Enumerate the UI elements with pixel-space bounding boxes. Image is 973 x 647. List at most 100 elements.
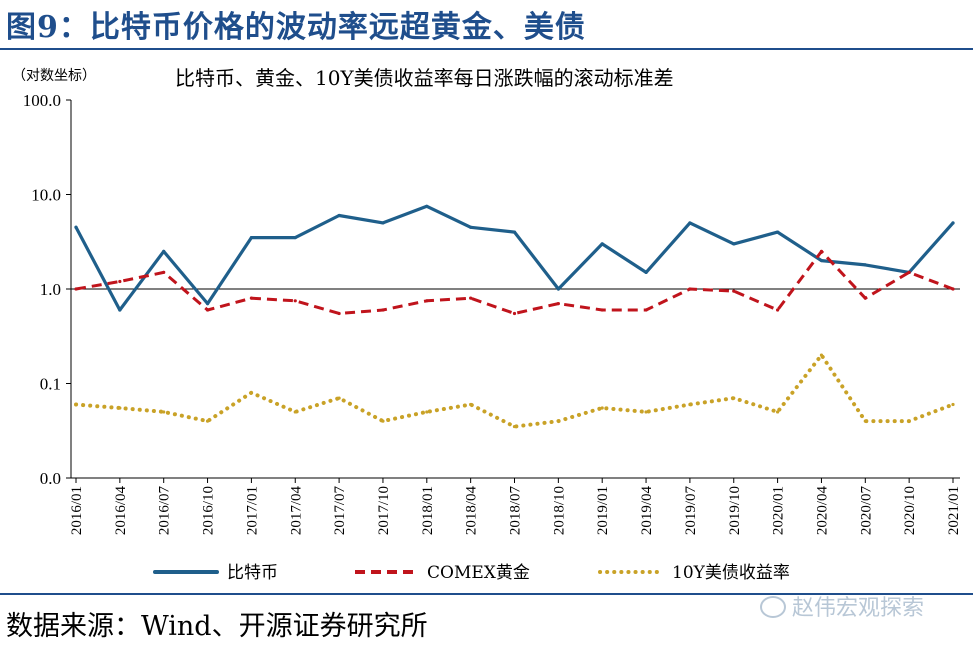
x-tick-label: 2018/07	[508, 486, 524, 536]
data-point	[819, 353, 824, 357]
x-tick-label: 2019/10	[727, 486, 743, 535]
data-point	[293, 410, 297, 414]
x-tick-label: 2021/01	[946, 486, 962, 535]
data-point	[556, 419, 560, 423]
data-point	[907, 419, 911, 423]
y-tick-label: 10.0	[31, 186, 61, 205]
data-point	[512, 311, 517, 316]
data-point	[644, 270, 648, 274]
data-point	[512, 230, 517, 234]
data-point	[337, 396, 341, 400]
data-point	[162, 249, 166, 253]
data-point	[425, 299, 429, 303]
x-tick-label: 2017/01	[244, 486, 260, 535]
data-point	[688, 287, 692, 291]
data-point	[205, 302, 210, 306]
bottom-rule	[0, 593, 973, 595]
data-point	[337, 311, 341, 316]
x-tick-label: 2019/07	[683, 486, 699, 536]
data-point	[644, 410, 648, 414]
x-tick-label: 2019/04	[639, 486, 655, 536]
series-line-1	[74, 204, 955, 312]
data-point	[907, 270, 911, 274]
wechat-icon	[760, 596, 786, 618]
data-point	[732, 289, 736, 293]
x-tick-label: 2017/04	[288, 486, 304, 536]
data-point	[556, 287, 560, 291]
x-tick-label: 2017/07	[332, 486, 348, 536]
figure-title: 图9：比特币价格的波动率远超黄金、美债	[6, 10, 586, 45]
x-tick-label: 2018/04	[464, 486, 480, 536]
data-point	[425, 204, 429, 208]
data-point	[732, 396, 736, 400]
x-tick-label: 2020/01	[771, 486, 787, 535]
data-point	[688, 221, 692, 225]
legend-label-1: 比特币	[227, 563, 278, 583]
data-point	[74, 402, 78, 407]
x-tick-label: 2020/10	[902, 486, 918, 535]
x-tick-label: 2016/07	[157, 486, 173, 536]
x-tick-label: 2016/10	[201, 486, 217, 535]
data-point	[688, 402, 692, 407]
data-point	[863, 263, 867, 267]
y-tick-label: 0.1	[40, 375, 61, 394]
series-line-2	[75, 249, 954, 315]
data-point	[293, 235, 297, 240]
legend-label-2: COMEX黄金	[427, 563, 530, 583]
source-note: 数据来源：Wind、开源证券研究所	[6, 611, 428, 642]
data-point	[732, 242, 736, 246]
data-point	[74, 225, 78, 229]
y-axis-label: （对数坐标）	[12, 68, 96, 84]
data-point	[644, 308, 648, 312]
data-point	[951, 402, 955, 407]
x-tick-label: 2019/01	[595, 486, 611, 535]
y-tick-label: 100.0	[23, 91, 61, 110]
data-point	[951, 221, 955, 225]
data-point	[819, 258, 824, 263]
data-point	[162, 270, 166, 274]
x-tick-label: 2016/04	[113, 486, 129, 536]
data-point	[162, 410, 166, 414]
legend: 比特币 COMEX黄金 10Y美债收益率	[153, 563, 790, 583]
data-point	[381, 419, 385, 423]
data-point	[819, 249, 824, 253]
data-point	[118, 406, 122, 410]
plot-area: 100.0 10.0 1.0 0.1 0.0 2016/01 2016/04 2016/07 2…	[23, 91, 962, 535]
data-point	[293, 299, 297, 303]
x-tick-label: 2020/04	[814, 486, 830, 536]
data-point	[381, 221, 385, 225]
y-tick-label: 0.0	[40, 469, 61, 488]
x-tick-label: 2018/01	[420, 486, 436, 535]
data-point	[249, 235, 253, 240]
watermark-text: 赵伟宏观探索	[792, 596, 925, 621]
data-point	[556, 302, 560, 306]
data-point	[381, 308, 385, 312]
data-point	[74, 287, 78, 291]
x-tick-label: 2020/07	[858, 486, 874, 536]
data-point	[205, 419, 210, 423]
data-point	[249, 296, 253, 300]
data-point	[776, 230, 780, 234]
data-point	[118, 279, 122, 284]
data-point	[951, 287, 955, 291]
data-point	[600, 242, 604, 246]
x-tick-label: 2017/10	[376, 486, 392, 535]
data-point	[425, 410, 429, 414]
x-tick-label: 2018/10	[551, 486, 567, 535]
data-point	[469, 402, 473, 407]
data-point	[863, 296, 867, 300]
data-point	[600, 406, 604, 410]
data-point	[512, 424, 517, 429]
data-point	[469, 225, 473, 229]
data-point	[469, 296, 473, 300]
data-point	[776, 308, 780, 312]
y-tick-label: 1.0	[40, 280, 61, 299]
chart-title: 比特币、黄金、10Y美债收益率每日涨跌幅的滚动标准差	[175, 66, 674, 90]
data-point	[118, 308, 122, 312]
watermark: 赵伟宏观探索	[760, 590, 924, 622]
data-point	[863, 419, 867, 423]
legend-label-3: 10Y美债收益率	[672, 563, 790, 583]
data-point	[337, 213, 341, 218]
x-tick-label: 2016/01	[69, 486, 85, 535]
